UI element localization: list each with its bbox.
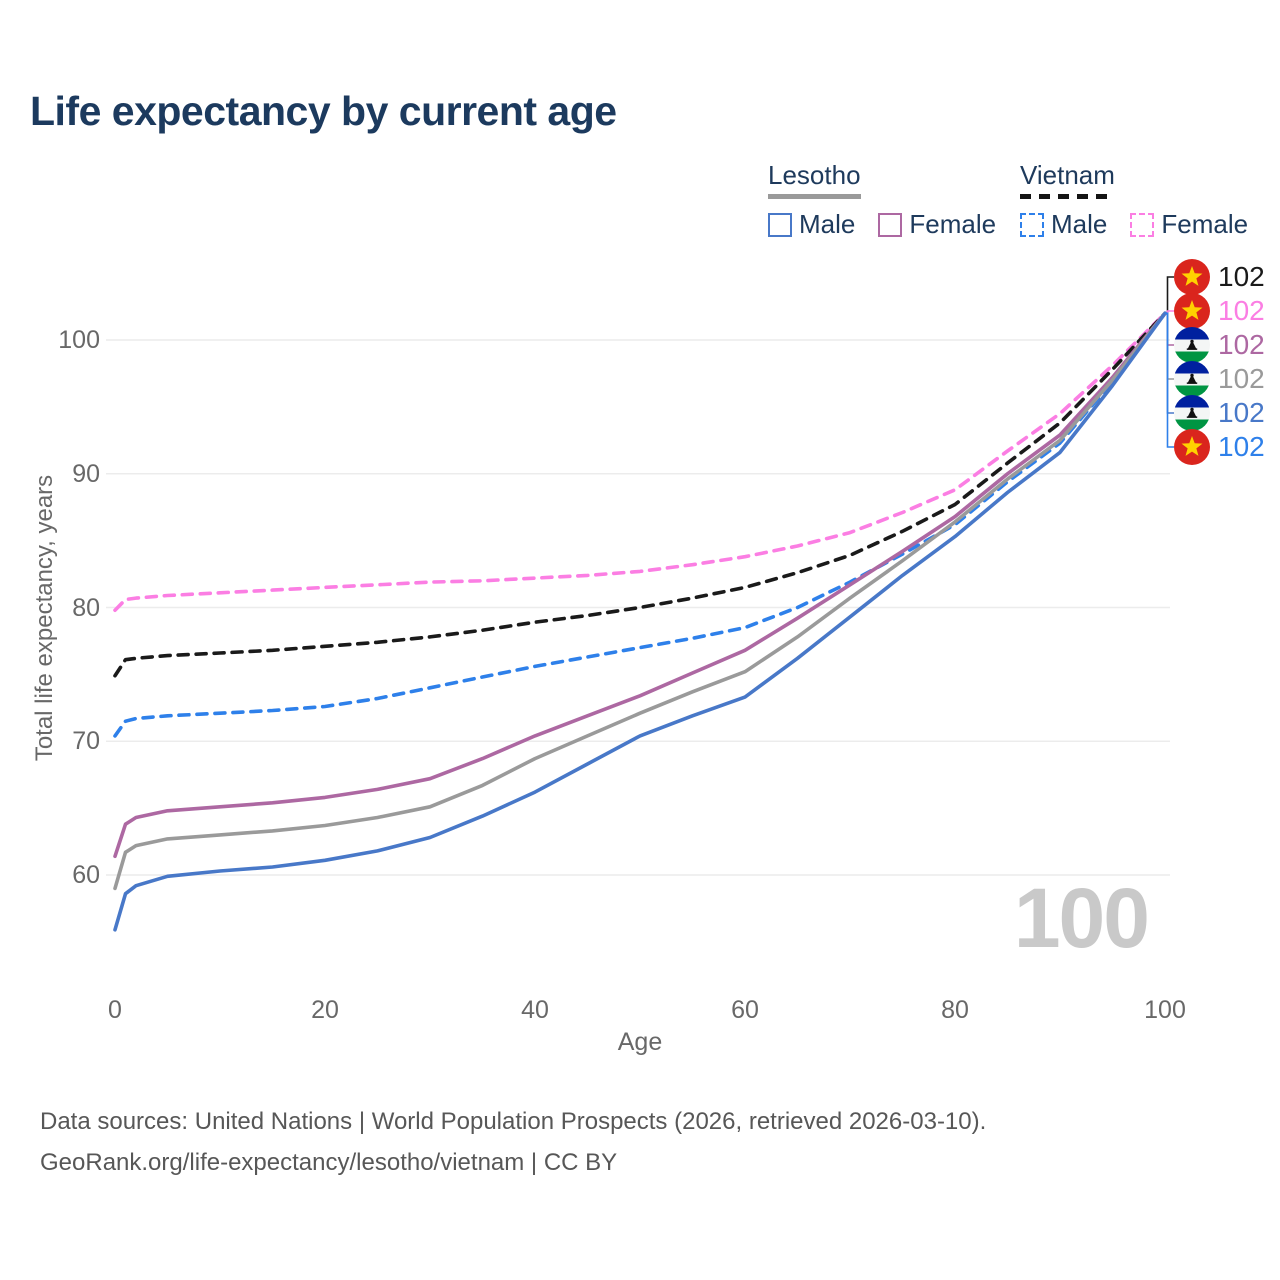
legend-swatch xyxy=(768,212,792,237)
age-counter-watermark: 100 xyxy=(1013,871,1150,965)
end-label-value: 102 xyxy=(1218,431,1265,462)
legend-group-lesotho: Lesotho Male Female xyxy=(768,160,1019,240)
series-line-lesotho-male[interactable] xyxy=(113,311,1167,932)
y-tick-label: 100 xyxy=(58,326,100,354)
y-tick-label: 90 xyxy=(72,459,100,488)
end-label-value: 102 xyxy=(1218,295,1265,326)
legend-line-style-sample xyxy=(768,194,861,199)
x-tick-label: 40 xyxy=(521,996,549,1024)
legend-swatch xyxy=(878,212,903,237)
end-label-connector xyxy=(1165,312,1174,380)
legend-swatch xyxy=(1130,212,1155,237)
end-label-vietnam-5[interactable]: 102 xyxy=(1174,429,1265,465)
legend-swatch xyxy=(1020,212,1044,237)
legend-item-label: Female xyxy=(1161,209,1249,239)
end-label-lesotho-2[interactable]: 102 xyxy=(1174,327,1265,363)
x-tick-label: 80 xyxy=(941,996,969,1024)
end-label-connector xyxy=(1165,312,1174,448)
legend-country-label: Vietnam xyxy=(1020,160,1115,190)
legend-country-label: Lesotho xyxy=(768,160,861,190)
end-label-value: 102 xyxy=(1218,363,1265,394)
x-tick-label: 100 xyxy=(1144,996,1186,1024)
end-label-lesotho-4[interactable]: 102 xyxy=(1174,395,1265,431)
legend-group-vietnam: Vietnam Male Female xyxy=(1020,160,1271,240)
y-tick-label: 60 xyxy=(72,861,100,889)
end-label-value: 102 xyxy=(1218,397,1265,428)
x-tick-label: 60 xyxy=(731,996,759,1024)
legend-item-vietnam-female[interactable]: Female xyxy=(1130,209,1248,240)
end-label-connector xyxy=(1165,276,1174,315)
x-tick-label: 20 xyxy=(311,996,339,1024)
x-axis-title: Age xyxy=(617,1028,663,1056)
end-label-connector xyxy=(1165,312,1174,414)
legend-item-label: Male xyxy=(799,209,856,239)
series-line-lesotho-female[interactable] xyxy=(113,311,1167,859)
legend-item-vietnam-male[interactable]: Male xyxy=(1020,209,1107,240)
lesotho-flag-icon xyxy=(1174,395,1210,431)
page-title: Life expectancy by current age xyxy=(30,88,617,134)
x-tick-label: 0 xyxy=(108,996,122,1024)
legend-item-label: Male xyxy=(1051,209,1108,239)
vietnam-flag-icon xyxy=(1174,259,1210,295)
data-sources-note: Data sources: United Nations | World Pop… xyxy=(40,1108,987,1135)
series-line-vietnam-female[interactable] xyxy=(113,311,1167,613)
series-line-vietnam-male[interactable] xyxy=(113,311,1167,738)
attribution-note: GeoRank.org/life-expectancy/lesotho/viet… xyxy=(40,1149,618,1176)
lesotho-flag-icon xyxy=(1174,327,1210,363)
end-label-vietnam-1[interactable]: 102 xyxy=(1174,293,1265,329)
legend-item-lesotho-female[interactable]: Female xyxy=(878,209,996,240)
lesotho-flag-icon xyxy=(1174,361,1210,397)
legend-line-style-sample xyxy=(1020,194,1115,199)
series-line-vietnam-both-sexes[interactable] xyxy=(113,311,1167,678)
vietnam-flag-icon xyxy=(1174,293,1210,329)
legend-item-lesotho-male[interactable]: Male xyxy=(768,209,855,240)
legend-item-label: Female xyxy=(909,209,997,239)
series-line-lesotho-both-sexes[interactable] xyxy=(113,311,1167,891)
y-tick-label: 70 xyxy=(72,727,100,756)
end-label-vietnam-0[interactable]: 102 xyxy=(1174,259,1265,295)
vietnam-flag-icon xyxy=(1174,429,1210,465)
end-label-value: 102 xyxy=(1218,261,1265,292)
end-label-lesotho-3[interactable]: 102 xyxy=(1174,361,1265,397)
end-label-value: 102 xyxy=(1218,329,1265,360)
y-tick-label: 80 xyxy=(72,593,100,622)
